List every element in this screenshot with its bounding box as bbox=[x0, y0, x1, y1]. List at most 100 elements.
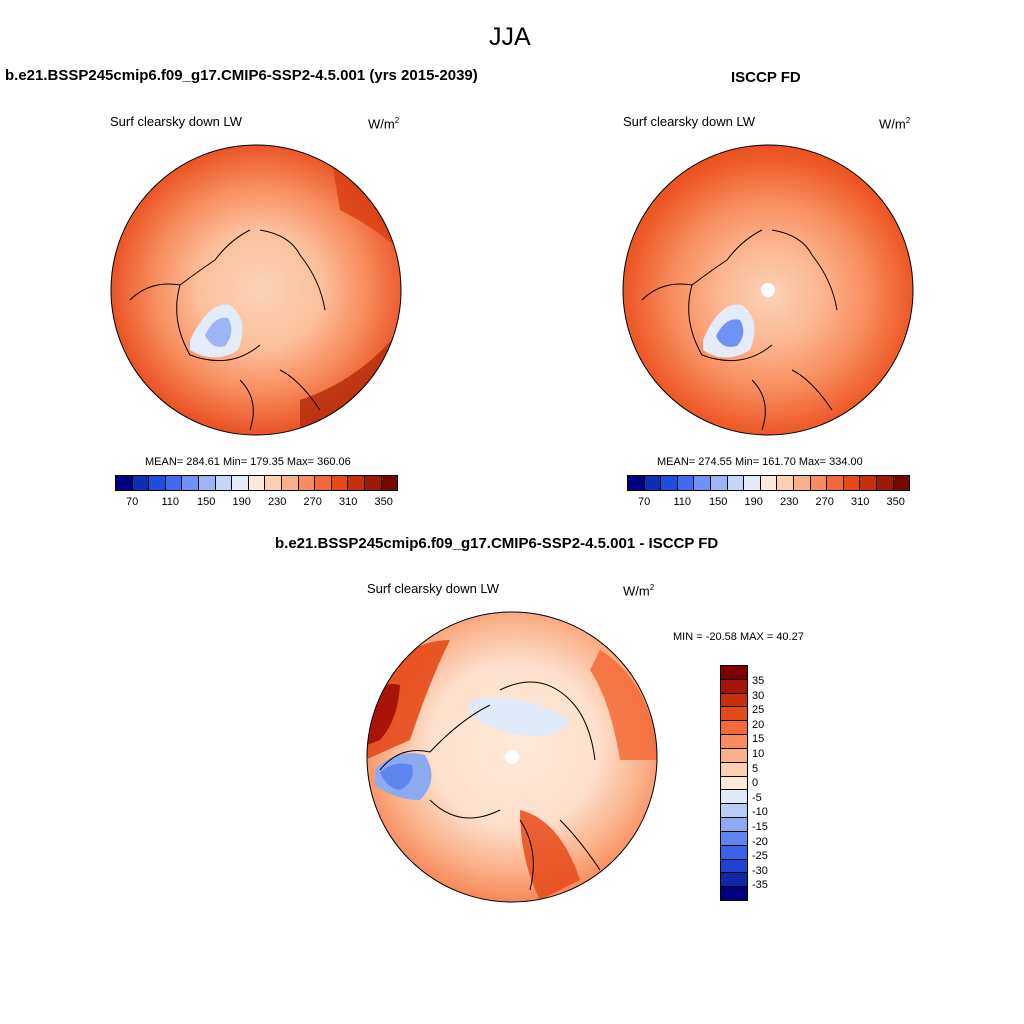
colorbar-swatch bbox=[721, 831, 747, 846]
model-units-label: W/m2 bbox=[368, 116, 400, 132]
obs-panel-header: ISCCP FD bbox=[731, 69, 801, 86]
colorbar-tick-label: -20 bbox=[752, 835, 768, 848]
colorbar-swatch bbox=[721, 762, 747, 777]
colorbar-tick-label: -25 bbox=[752, 850, 768, 863]
colorbar-tick-label: -30 bbox=[752, 864, 768, 877]
colorbar-swatch bbox=[116, 476, 133, 490]
colorbar-swatch bbox=[721, 845, 747, 860]
page-title: JJA bbox=[489, 23, 531, 51]
colorbar-swatch bbox=[721, 721, 747, 736]
colorbar-swatch bbox=[721, 887, 747, 901]
colorbar-tick-label: 25 bbox=[752, 704, 765, 717]
colorbar-swatch bbox=[381, 476, 398, 490]
colorbar-swatch bbox=[721, 873, 747, 888]
diff-variable-label: Surf clearsky down LW bbox=[367, 581, 499, 596]
colorbar-tick-label: 0 bbox=[752, 777, 759, 790]
colorbar-tick-label: 110 bbox=[673, 496, 692, 508]
colorbar-swatch bbox=[298, 476, 316, 490]
model-warm-region-ne bbox=[330, 150, 401, 260]
colorbar-swatch bbox=[860, 476, 877, 490]
colorbar-swatch bbox=[198, 476, 216, 490]
colorbar-tick-label: -10 bbox=[752, 806, 768, 819]
colorbar-swatch bbox=[793, 476, 811, 490]
diff-map-outline bbox=[366, 611, 658, 903]
diff-colorbar bbox=[720, 665, 748, 901]
diff-panel-header: b.e21.BSSP245cmip6.f09_g17.CMIP6-SSP2-4.… bbox=[275, 535, 719, 552]
diff-cool-core-greenland bbox=[380, 763, 413, 790]
colorbar-tick-label: 30 bbox=[752, 689, 765, 702]
colorbar-swatch bbox=[721, 859, 747, 874]
colorbar-swatch bbox=[265, 476, 282, 490]
colorbar-tick-label: 70 bbox=[638, 496, 651, 508]
colorbar-swatch bbox=[165, 476, 183, 490]
colorbar-swatch bbox=[132, 476, 150, 490]
obs-colorbar bbox=[627, 475, 910, 491]
colorbar-swatch bbox=[694, 476, 711, 490]
colorbar-tick-label: 230 bbox=[268, 496, 287, 508]
colorbar-swatch bbox=[810, 476, 828, 490]
colorbar-tick-label: 35 bbox=[752, 675, 765, 687]
colorbar-tick-label: 190 bbox=[744, 496, 763, 508]
model-greenland bbox=[190, 304, 243, 358]
model-coastlines bbox=[129, 229, 326, 431]
colorbar-swatch bbox=[760, 476, 778, 490]
colorbar-swatch bbox=[232, 476, 249, 490]
obs-map-outline bbox=[622, 144, 914, 436]
colorbar-tick-label: 350 bbox=[886, 496, 905, 508]
colorbar-swatch bbox=[721, 748, 747, 763]
colorbar-tick-label: 310 bbox=[851, 496, 870, 508]
obs-units-label: W/m2 bbox=[879, 116, 911, 132]
diff-warm-region-west bbox=[367, 640, 450, 760]
colorbar-swatch bbox=[677, 476, 695, 490]
diff-cool-region-greenland bbox=[375, 753, 432, 800]
colorbar-tick-label: 15 bbox=[752, 733, 765, 746]
obs-stats: MEAN= 274.55 Min= 161.70 Max= 334.00 bbox=[657, 456, 863, 468]
model-colorbar bbox=[115, 475, 398, 491]
model-panel-header: b.e21.BSSP245cmip6.f09_g17.CMIP6-SSP2-4.… bbox=[5, 67, 478, 84]
diff-hot-region-west bbox=[367, 684, 400, 745]
diff-units-label: W/m2 bbox=[623, 583, 655, 599]
colorbar-swatch bbox=[744, 476, 761, 490]
colorbar-swatch bbox=[843, 476, 861, 490]
colorbar-swatch bbox=[628, 476, 645, 490]
colorbar-swatch bbox=[721, 693, 747, 708]
colorbar-swatch bbox=[315, 476, 332, 490]
colorbar-tick-label: 270 bbox=[303, 496, 322, 508]
colorbar-swatch bbox=[364, 476, 382, 490]
colorbar-swatch bbox=[182, 476, 199, 490]
diff-coastlines bbox=[379, 681, 601, 891]
colorbar-tick-label: 110 bbox=[161, 496, 180, 508]
colorbar-tick-label: 150 bbox=[197, 496, 216, 508]
colorbar-tick-label: 310 bbox=[339, 496, 358, 508]
colorbar-swatch bbox=[876, 476, 894, 490]
colorbar-swatch bbox=[348, 476, 365, 490]
colorbar-swatch bbox=[727, 476, 745, 490]
colorbar-swatch bbox=[710, 476, 728, 490]
colorbar-tick-label: 270 bbox=[815, 496, 834, 508]
colorbar-swatch bbox=[721, 707, 747, 722]
obs-greenland-core bbox=[716, 319, 744, 347]
colorbar-swatch bbox=[661, 476, 678, 490]
obs-greenland bbox=[703, 304, 755, 358]
diff-warm-region-south bbox=[520, 810, 580, 900]
colorbar-tick-label: 10 bbox=[752, 748, 765, 760]
obs-coastlines bbox=[641, 229, 838, 431]
colorbar-swatch bbox=[827, 476, 844, 490]
colorbar-swatch bbox=[721, 679, 747, 694]
model-stats: MEAN= 284.61 Min= 179.35 Max= 360.06 bbox=[145, 456, 351, 468]
colorbar-tick-label: -15 bbox=[752, 821, 768, 833]
colorbar-swatch bbox=[893, 476, 910, 490]
diff-pole-gap bbox=[505, 750, 519, 764]
colorbar-swatch bbox=[777, 476, 794, 490]
colorbar-tick-label: 20 bbox=[752, 718, 765, 731]
model-variable-label: Surf clearsky down LW bbox=[110, 114, 242, 129]
colorbar-tick-label: -5 bbox=[752, 791, 762, 804]
colorbar-swatch bbox=[721, 735, 747, 749]
diff-cool-band-arctic bbox=[470, 697, 570, 736]
obs-pole-gap bbox=[761, 283, 775, 297]
colorbar-tick-label: -35 bbox=[752, 879, 768, 892]
colorbar-tick-label: 190 bbox=[232, 496, 251, 508]
